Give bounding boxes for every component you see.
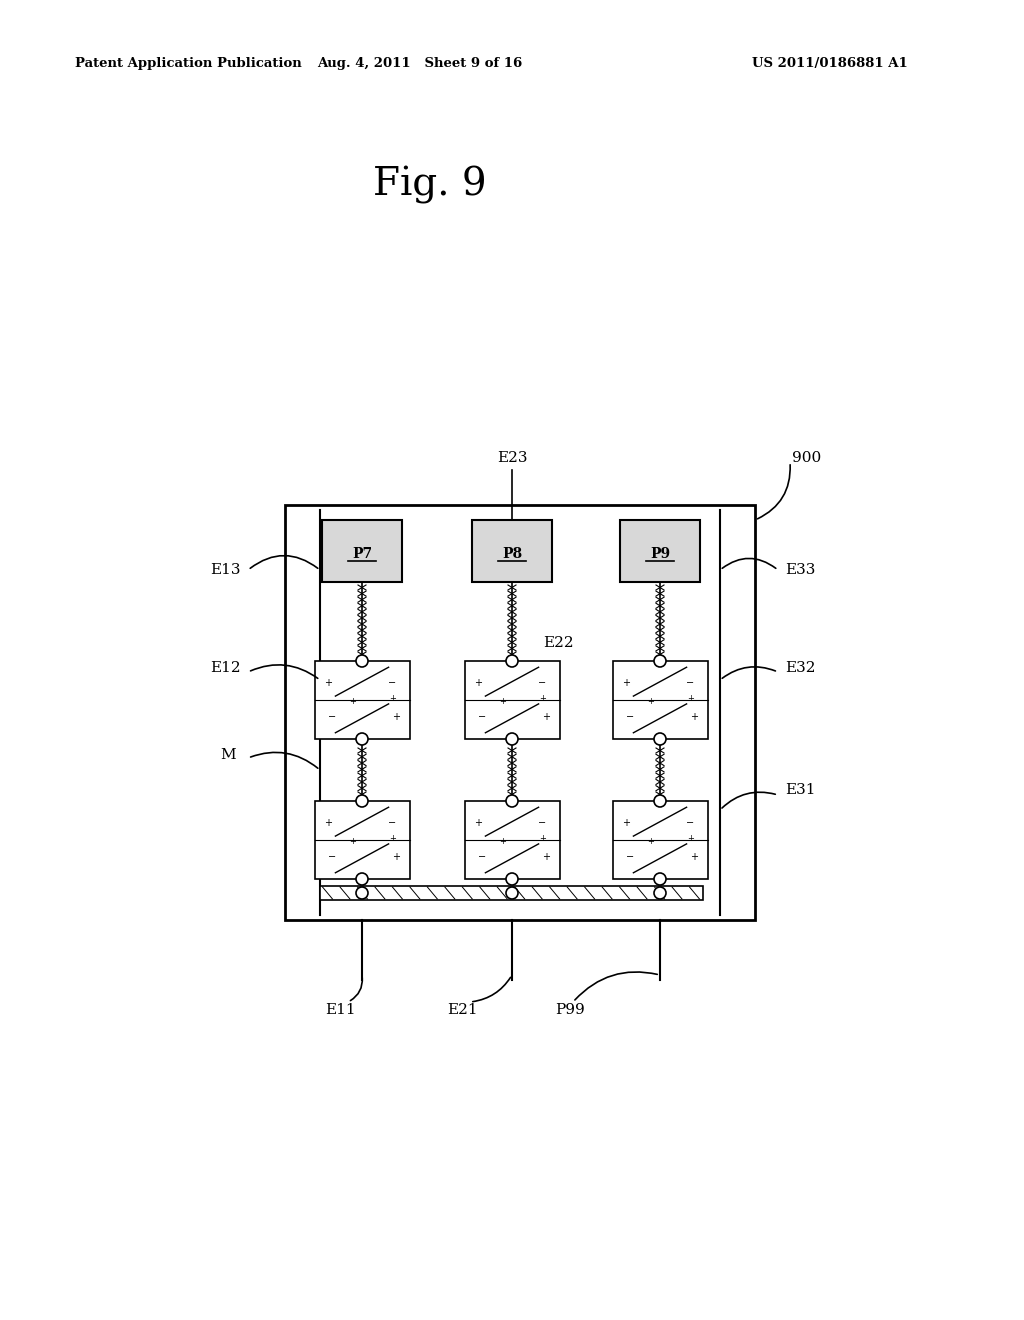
Text: −: −: [328, 713, 336, 722]
Text: −: −: [539, 818, 547, 828]
Bar: [620, 520, 700, 582]
Circle shape: [654, 873, 666, 884]
Text: +: +: [542, 853, 550, 862]
Circle shape: [356, 655, 368, 667]
Text: +: +: [539, 834, 546, 843]
Text: +: +: [622, 678, 630, 688]
Text: −: −: [626, 713, 634, 722]
Text: −: −: [686, 678, 694, 688]
Circle shape: [654, 733, 666, 744]
Text: −: −: [328, 853, 336, 862]
Text: E32: E32: [784, 661, 815, 675]
Text: E33: E33: [784, 564, 815, 577]
Circle shape: [506, 873, 518, 884]
Bar: [612, 661, 708, 739]
Bar: [322, 520, 402, 582]
Text: +: +: [474, 678, 482, 688]
Bar: [314, 661, 410, 739]
Bar: [472, 520, 552, 582]
Text: +: +: [499, 837, 506, 846]
Text: −: −: [477, 713, 485, 722]
Circle shape: [356, 873, 368, 884]
Text: E11: E11: [325, 1003, 355, 1016]
Text: +: +: [392, 853, 400, 862]
Text: +: +: [349, 697, 356, 706]
Text: P99: P99: [555, 1003, 585, 1016]
Text: M: M: [220, 748, 236, 762]
Text: +: +: [690, 713, 698, 722]
Text: +: +: [687, 834, 694, 843]
Text: E21: E21: [446, 1003, 477, 1016]
Text: +: +: [349, 837, 356, 846]
Text: +: +: [392, 713, 400, 722]
Text: Patent Application Publication: Patent Application Publication: [75, 57, 302, 70]
Text: +: +: [389, 834, 396, 843]
Bar: [612, 801, 708, 879]
Text: −: −: [686, 818, 694, 828]
Text: P7: P7: [352, 546, 372, 561]
Circle shape: [506, 795, 518, 807]
Text: Fig. 9: Fig. 9: [373, 166, 486, 205]
Bar: [314, 801, 410, 879]
Circle shape: [506, 655, 518, 667]
Text: −: −: [388, 678, 396, 688]
Text: −: −: [626, 853, 634, 862]
Text: +: +: [324, 818, 332, 828]
Text: 900: 900: [792, 451, 821, 465]
Bar: [285, 506, 755, 920]
Text: +: +: [542, 713, 550, 722]
Circle shape: [356, 795, 368, 807]
Text: +: +: [499, 697, 506, 706]
Text: US 2011/0186881 A1: US 2011/0186881 A1: [752, 57, 908, 70]
Circle shape: [654, 887, 666, 899]
Text: +: +: [647, 697, 654, 706]
Text: −: −: [477, 853, 485, 862]
Text: Aug. 4, 2011   Sheet 9 of 16: Aug. 4, 2011 Sheet 9 of 16: [317, 57, 522, 70]
Bar: [465, 661, 559, 739]
Text: E22: E22: [543, 636, 573, 649]
Text: +: +: [324, 678, 332, 688]
Bar: [319, 886, 702, 900]
Circle shape: [506, 887, 518, 899]
Circle shape: [654, 795, 666, 807]
Text: +: +: [690, 853, 698, 862]
Circle shape: [356, 887, 368, 899]
Text: +: +: [389, 694, 396, 704]
Text: E31: E31: [784, 783, 815, 797]
Text: +: +: [687, 694, 694, 704]
Text: E13: E13: [210, 564, 241, 577]
Circle shape: [356, 733, 368, 744]
Text: E12: E12: [210, 661, 241, 675]
Text: +: +: [647, 837, 654, 846]
Text: −: −: [388, 818, 396, 828]
Text: +: +: [622, 818, 630, 828]
Text: −: −: [539, 678, 547, 688]
Bar: [465, 801, 559, 879]
Text: E23: E23: [497, 451, 527, 465]
Text: P9: P9: [650, 546, 670, 561]
Text: +: +: [474, 818, 482, 828]
Circle shape: [654, 655, 666, 667]
Text: +: +: [539, 694, 546, 704]
Text: P8: P8: [502, 546, 522, 561]
Circle shape: [506, 733, 518, 744]
